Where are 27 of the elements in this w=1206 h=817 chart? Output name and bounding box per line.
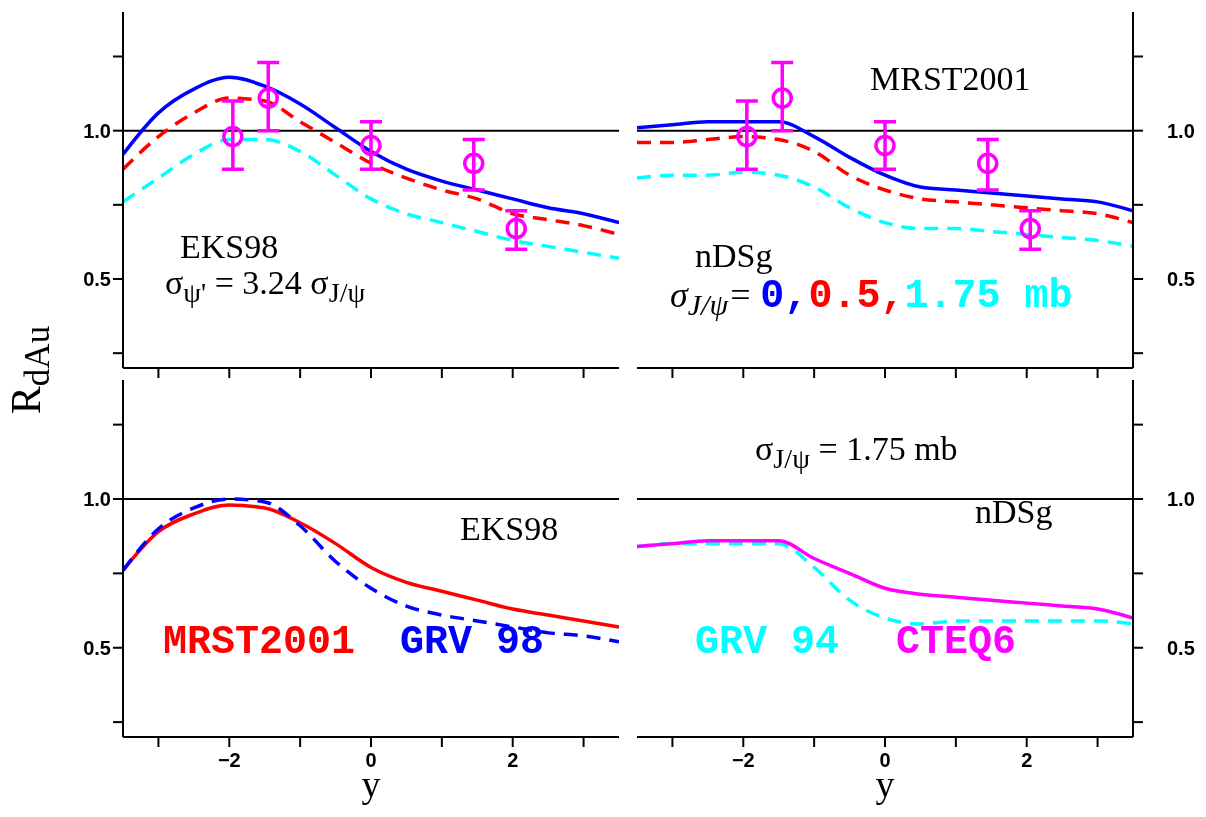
annotation: MRST2001	[870, 60, 1031, 98]
y-tick-label: 0.5	[1167, 636, 1195, 659]
annotation: EKS98	[460, 510, 559, 548]
series-label: GRV 98	[400, 620, 545, 665]
y-tick-label: 0.5	[83, 268, 111, 291]
series-label: MRST2001	[163, 620, 356, 665]
series-label: 0.5,	[808, 274, 905, 319]
annotation: σ$_{ψ'}$ = 3.24 σ$_{J/ψ}$	[165, 264, 366, 308]
annotation: σ$_{J/ψ}$ = 1.75 mb	[755, 430, 958, 474]
annotation: EKS98	[180, 228, 279, 266]
series-label: GRV 94	[695, 620, 840, 665]
y-tick-label: 0.5	[83, 636, 111, 659]
y-tick-label: 0.5	[1167, 268, 1195, 291]
annotation: nDSg	[695, 237, 773, 275]
legend-title: σ$_{J/ψ}$=	[670, 274, 753, 323]
annotation: nDSg	[975, 493, 1053, 531]
y-tick-label: 1.0	[83, 119, 111, 142]
y-tick-label: 1.0	[1167, 119, 1195, 142]
x-tick-label: 2	[507, 749, 519, 772]
y-tick-label: 1.0	[83, 488, 111, 511]
series-label: 1.75 mb	[904, 274, 1073, 319]
x-tick-label: −2	[217, 749, 241, 772]
x-tick-label: −2	[731, 749, 755, 772]
series-label: CTEQ6	[896, 620, 1017, 665]
text: 0,	[760, 274, 809, 319]
x-tick-label: 2	[1021, 749, 1033, 772]
y-tick-label: 1.0	[1167, 488, 1195, 511]
